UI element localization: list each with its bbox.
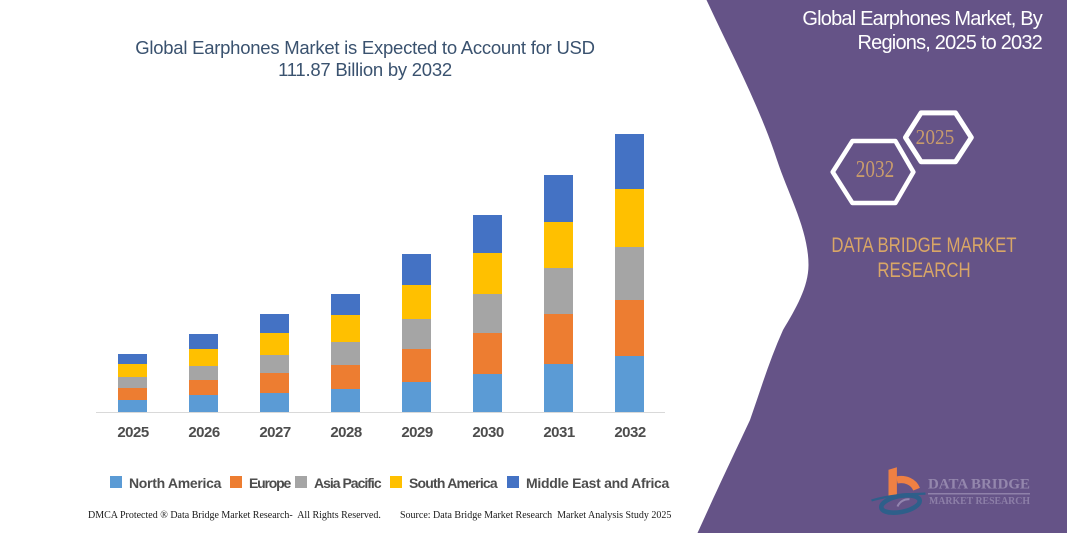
svg-text:DATA BRIDGE: DATA BRIDGE <box>928 477 1030 493</box>
svg-text:MARKET RESEARCH: MARKET RESEARCH <box>929 496 1030 507</box>
